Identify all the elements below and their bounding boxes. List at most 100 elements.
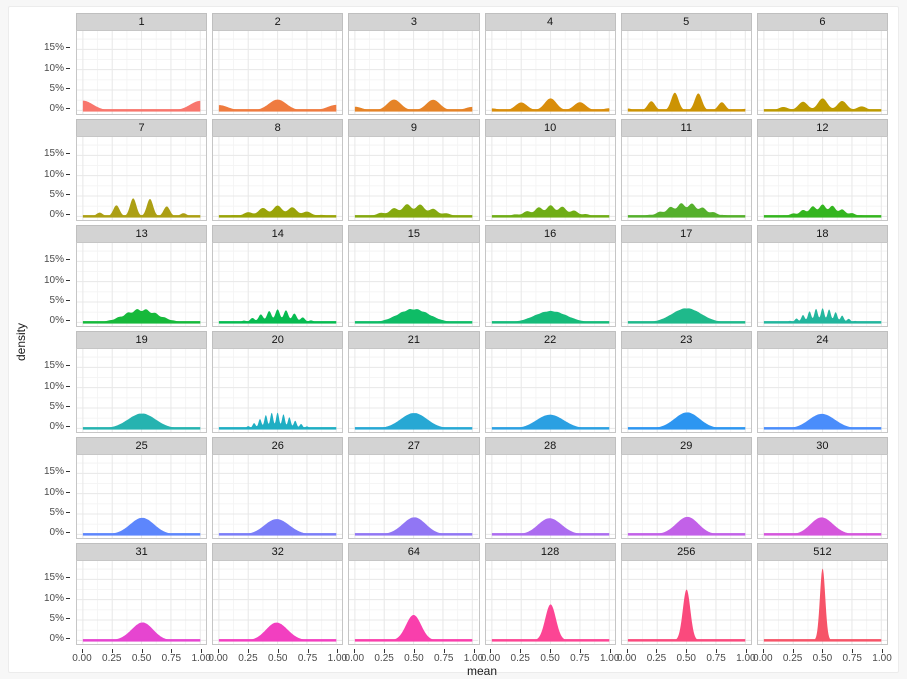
x-tick-label: 0.75 (842, 653, 862, 664)
y-axis-title-column: density (13, 13, 29, 670)
facet-32: 32 (212, 543, 344, 645)
x-axis-spacer (29, 649, 71, 664)
density-plot-64 (349, 561, 478, 644)
y-tick-mark (66, 618, 70, 619)
y-tick-label: 15% (43, 254, 64, 266)
facet-29: 29 (620, 437, 752, 539)
facet-strip-23: 23 (620, 331, 752, 348)
facet-panel-24 (756, 348, 888, 433)
facet-panel-18 (756, 242, 888, 327)
density-plot-5 (622, 31, 751, 114)
facet-panel-13 (76, 242, 208, 327)
x-tick-label: 0.25 (646, 653, 667, 664)
x-tick-label: 0.00 (616, 653, 637, 664)
x-tick-label: 0.50 (676, 653, 696, 664)
facet-strip-30: 30 (756, 437, 888, 454)
y-tick-label: 10% (43, 486, 64, 498)
density-plot-8 (213, 137, 342, 220)
facet-strip-2: 2 (212, 13, 344, 30)
facet-panel-3 (348, 30, 480, 115)
facet-strip-16: 16 (484, 225, 616, 242)
x-tick-mark (609, 649, 611, 653)
x-tick-label: 1.00 (463, 653, 484, 664)
density-plot-2 (213, 31, 342, 114)
y-axis-row-1: 0% 5% 10% 15% (29, 13, 71, 114)
y-tick-label: 10% (43, 592, 64, 604)
x-axis-col-4: 0.00 0.25 0.50 0.75 1.00 (481, 649, 619, 664)
y-tick-label: 15% (43, 572, 64, 584)
y-tick-label: 10% (43, 62, 64, 74)
y-tick-label: 15% (43, 360, 64, 372)
x-tick-label: 1.00 (872, 653, 892, 664)
density-plot-7 (77, 137, 206, 220)
x-tick-label: 0.00 (480, 653, 501, 664)
y-tick-mark (66, 47, 70, 49)
x-tick-mark (520, 649, 522, 653)
facet-strip-15: 15 (348, 225, 480, 242)
facet-15: 15 (348, 225, 480, 327)
facet-strip-3: 3 (348, 13, 480, 30)
facet-panel-8 (212, 136, 344, 221)
facet-strip-1: 1 (76, 13, 208, 30)
facet-panel-21 (348, 348, 480, 433)
density-plot-18 (758, 243, 887, 326)
x-tick-mark (443, 649, 445, 653)
chart-card: density 0% 5% 10% 15% 1 2 3 4 5 6 0% 5% 10% 15% 7 8 9 10 1… (8, 6, 899, 678)
facet-strip-20: 20 (212, 331, 344, 348)
facet-5: 5 (620, 13, 752, 115)
x-tick-mark (111, 649, 113, 653)
y-tick-label: 15% (43, 42, 64, 54)
facet-19: 19 (76, 331, 208, 433)
facet-strip-22: 22 (484, 331, 616, 348)
density-plot-9 (349, 137, 478, 220)
facet-128: 128 (484, 543, 616, 645)
facet-panel-32 (212, 560, 344, 645)
facet-panel-12 (756, 136, 888, 221)
x-tick-mark (686, 649, 688, 653)
facet-strip-25: 25 (76, 437, 208, 454)
facet-22: 22 (484, 331, 616, 433)
x-tick-label: 0.75 (161, 653, 182, 664)
density-plot-15 (349, 243, 478, 326)
facet-17: 17 (620, 225, 752, 327)
y-tick-label: 0% (49, 527, 64, 539)
facet-panel-6 (756, 30, 888, 115)
facet-strip-64: 64 (348, 543, 480, 560)
facet-21: 21 (348, 331, 480, 433)
x-tick-mark (626, 649, 628, 653)
facet-panel-9 (348, 136, 480, 221)
y-tick-mark (66, 365, 70, 367)
y-tick-mark (66, 88, 70, 89)
density-plot-6 (758, 31, 887, 114)
density-plot-28 (486, 455, 615, 538)
y-tick-label: 10% (43, 274, 64, 286)
facet-strip-18: 18 (756, 225, 888, 242)
x-tick-mark (141, 649, 143, 653)
y-tick-label: 0% (49, 421, 64, 433)
x-tick-label: 0.00 (344, 653, 365, 664)
facet-256: 256 (620, 543, 752, 645)
facet-strip-28: 28 (484, 437, 616, 454)
x-tick-mark (473, 649, 475, 653)
density-plot-26 (213, 455, 342, 538)
facet-23: 23 (620, 331, 752, 433)
density-plot-24 (758, 349, 887, 432)
facet-panel-19 (76, 348, 208, 433)
facet-strip-27: 27 (348, 437, 480, 454)
x-tick-label: 0.50 (131, 653, 152, 664)
y-tick-mark (66, 259, 70, 261)
facet-panel-29 (620, 454, 752, 539)
x-tick-label: 0.25 (782, 653, 803, 664)
y-tick-mark (66, 638, 70, 640)
facet-strip-26: 26 (212, 437, 344, 454)
facet-9: 9 (348, 119, 480, 221)
x-tick-mark (307, 649, 309, 653)
y-axis-row-5: 0% 5% 10% 15% (29, 437, 71, 539)
y-tick-mark (66, 194, 70, 195)
facet-strip-4: 4 (484, 13, 616, 30)
facet-26: 26 (212, 437, 344, 539)
facet-16: 16 (484, 225, 616, 327)
facet-3: 3 (348, 13, 480, 115)
y-tick-label: 5% (49, 295, 64, 306)
